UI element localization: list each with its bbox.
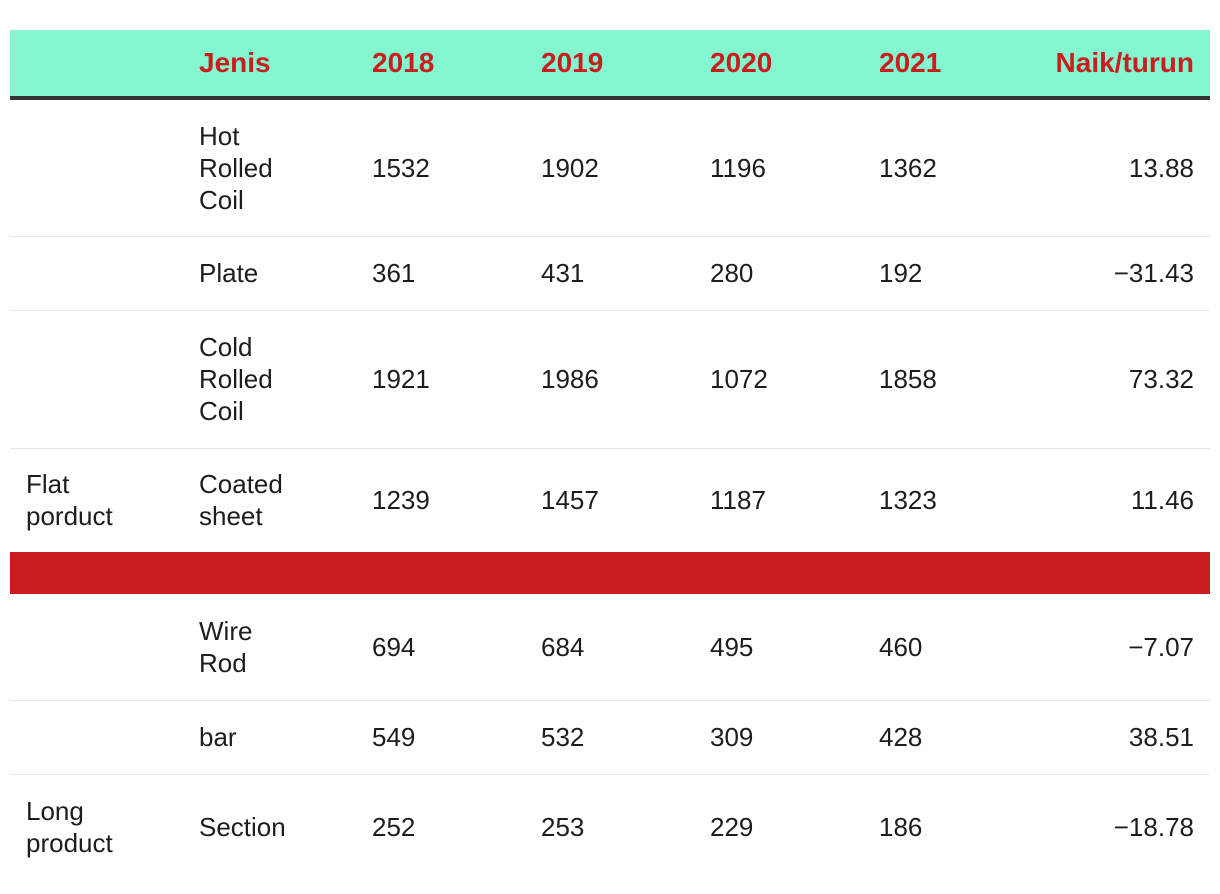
value-cell-2021: 192: [879, 258, 923, 288]
value-cell-2020: 1072: [710, 364, 768, 394]
group-label-empty: [10, 98, 183, 236]
header-2021: 2021: [863, 30, 1031, 100]
table-body: Hot Rolled Coil 1532 1902 1196 1362 13.88 Plate 3…: [10, 98, 1210, 880]
value-cell-2021: 460: [879, 631, 923, 662]
value-cell-2019: 532: [541, 722, 585, 752]
jenis-cell: Plate: [199, 258, 259, 288]
header-2019: 2019: [525, 30, 694, 100]
group-separator-band: [10, 552, 1210, 594]
value-cell-2018: 1921: [372, 364, 430, 394]
group-label-empty: [10, 310, 183, 448]
value-cell-2019: 1902: [541, 152, 599, 183]
value-cell-2019: 1457: [541, 485, 599, 516]
table-row: Cold Rolled Coil 1921 1986 1072 1858 73.32: [10, 310, 1210, 448]
jenis-cell: Hot Rolled Coil: [199, 120, 273, 215]
change-cell: 13.88: [1128, 152, 1194, 183]
header-jenis: Jenis: [183, 30, 356, 100]
value-cell-2018: 252: [372, 812, 416, 843]
header-2018: 2018: [356, 30, 525, 100]
change-cell: −7.07: [1128, 631, 1194, 662]
header-change: Naik/turun: [1031, 30, 1210, 100]
value-cell-2019: 431: [541, 258, 585, 288]
header-row: Jenis 2018 2019 2020 2021 Naik/turun: [10, 30, 1210, 100]
value-cell-2021: 1362: [879, 152, 937, 183]
value-cell-2021: 186: [879, 812, 923, 843]
value-cell-2020: 309: [710, 722, 754, 752]
value-cell-2021: 1858: [879, 364, 937, 394]
group-label-empty: [10, 236, 183, 310]
group-label: Long product: [26, 796, 113, 859]
value-cell-2021: 1323: [879, 485, 937, 516]
table-row: Flat porduct Coated sheet 1239 1457 1187 1323 11…: [10, 448, 1210, 552]
jenis-cell: bar: [199, 722, 237, 752]
separator-band-cell: [10, 552, 1210, 594]
table-header: Jenis 2018 2019 2020 2021 Naik/turun: [10, 30, 1210, 100]
steel-product-table: Jenis 2018 2019 2020 2021 Naik/turun Hot Rolle…: [10, 30, 1210, 880]
table-row: bar 549 532 309 428 38.51: [10, 700, 1210, 774]
value-cell-2018: 1239: [372, 485, 430, 516]
value-cell-2019: 253: [541, 812, 585, 843]
header-group: [10, 30, 183, 100]
table-row: Plate 361 431 280 192 −31.43: [10, 236, 1210, 310]
data-table-container: Jenis 2018 2019 2020 2021 Naik/turun Hot Rolle…: [10, 30, 1210, 880]
group-label-empty: [10, 594, 183, 700]
value-cell-2019: 684: [541, 631, 585, 662]
change-cell: 38.51: [1128, 722, 1194, 752]
change-cell: −18.78: [1113, 812, 1194, 843]
jenis-cell: Section: [199, 812, 286, 843]
value-cell-2019: 1986: [541, 364, 599, 394]
value-cell-2020: 1196: [710, 152, 766, 183]
group-label: Flat porduct: [26, 469, 113, 532]
value-cell-2020: 229: [710, 812, 754, 843]
value-cell-2020: 495: [710, 631, 754, 662]
table-row: Hot Rolled Coil 1532 1902 1196 1362 13.88: [10, 98, 1210, 236]
value-cell-2018: 361: [372, 258, 416, 288]
jenis-cell: Coated sheet: [199, 469, 283, 532]
value-cell-2021: 428: [879, 722, 923, 752]
value-cell-2018: 549: [372, 722, 416, 752]
table-row: Long product Section 252 253 229 186 −18.78: [10, 774, 1210, 880]
jenis-cell: Wire Rod: [199, 615, 253, 678]
change-cell: −31.43: [1113, 258, 1194, 288]
group-label-empty: [10, 700, 183, 774]
change-cell: 11.46: [1130, 485, 1194, 516]
change-cell: 73.32: [1128, 364, 1194, 394]
value-cell-2018: 1532: [372, 152, 430, 183]
value-cell-2018: 694: [372, 631, 416, 662]
value-cell-2020: 1187: [710, 485, 766, 516]
table-row: Wire Rod 694 684 495 460 −7.07: [10, 594, 1210, 700]
value-cell-2020: 280: [710, 258, 754, 288]
header-2020: 2020: [694, 30, 863, 100]
jenis-cell: Cold Rolled Coil: [199, 332, 273, 426]
